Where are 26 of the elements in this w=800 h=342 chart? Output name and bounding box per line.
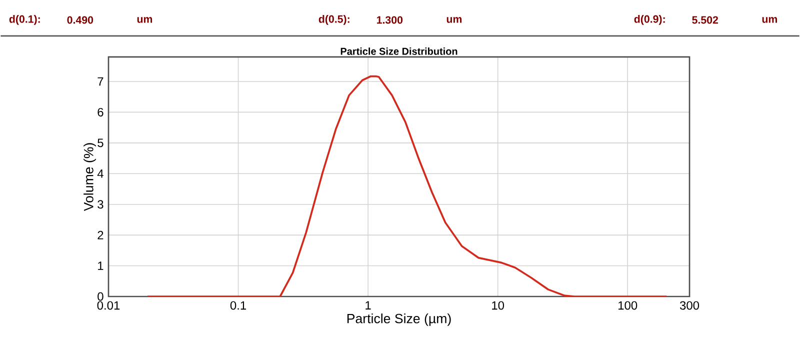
y-tick-label: 5 [98, 138, 104, 147]
text: d(0.9): [634, 14, 665, 25]
x-tick-label: 1 [366, 300, 371, 310]
x-tick-label: 0.01 [97, 300, 120, 310]
y-tick-label: 1 [98, 261, 104, 270]
text: um [137, 16, 152, 23]
y-tick-label: 0 [98, 292, 104, 301]
text: 5.502 [692, 16, 718, 24]
y-tick-label: 7 [98, 77, 104, 86]
x-tick-label: 0.1 [230, 300, 246, 310]
text: 1.300 [376, 16, 403, 24]
text: 0.490 [67, 16, 94, 24]
chart-title: Particle Size Distribution [340, 47, 458, 55]
y-axis-title: Volume (%) [84, 142, 96, 211]
text: d(0.5): [318, 14, 350, 25]
text: d(0.1): [9, 14, 40, 25]
y-tick-label: 2 [98, 230, 104, 240]
x-tick-label: 300 [680, 300, 700, 310]
y-tick-label: 3 [98, 200, 104, 208]
x-axis-title: Particle Size (µm) [347, 313, 451, 326]
text: um [446, 16, 462, 23]
x-tick-label: 100 [618, 300, 638, 310]
x-tick-label: 10 [492, 300, 504, 310]
y-tick-label: 4 [97, 169, 104, 178]
text: um [762, 16, 777, 23]
y-tick-label: 6 [98, 108, 104, 116]
